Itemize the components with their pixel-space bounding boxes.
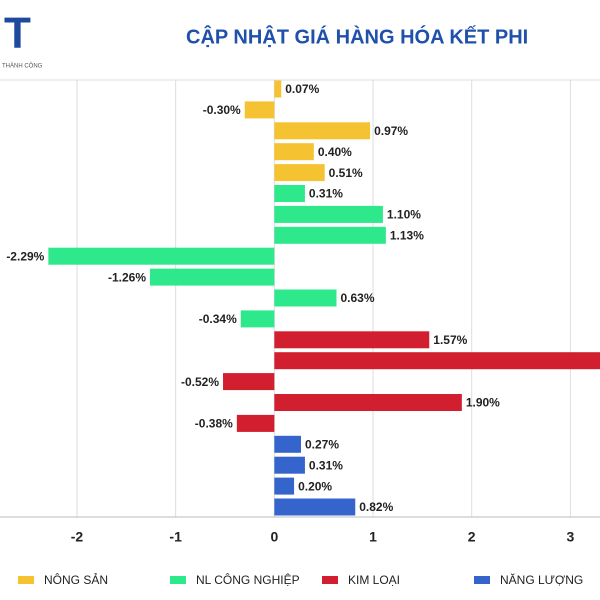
legend-label: NĂNG LƯỢNG: [500, 572, 583, 587]
value-label: 0.82%: [359, 500, 393, 514]
legend-swatch: [322, 576, 338, 584]
value-label: -0.34%: [199, 312, 237, 326]
legend-swatch: [18, 576, 34, 584]
value-label: 0.20%: [298, 479, 332, 493]
bar: [274, 185, 305, 202]
x-tick-label: 1: [369, 529, 377, 545]
x-tick-label: -1: [169, 529, 182, 545]
bar: [150, 268, 275, 286]
x-tick-label: 0: [270, 529, 278, 545]
bar: [274, 164, 325, 182]
value-label: 0.27%: [305, 437, 339, 451]
value-label: -0.38%: [195, 417, 233, 431]
bar: [274, 80, 282, 98]
bar: [48, 247, 275, 265]
bar: [274, 226, 386, 244]
value-label: 0.31%: [309, 458, 343, 472]
legend-swatch: [474, 576, 490, 584]
value-label: 0.07%: [285, 82, 319, 96]
bar: [274, 435, 301, 453]
value-label: -1.26%: [108, 270, 146, 284]
legend-label: KIM LOẠI: [348, 573, 400, 587]
bar: [274, 122, 371, 140]
bar: [244, 101, 275, 119]
legend-swatch: [170, 576, 186, 584]
value-label: -2.29%: [6, 249, 44, 263]
x-tick-label: 2: [468, 529, 476, 545]
value-label: -0.30%: [203, 103, 241, 117]
value-label: 0.31%: [309, 187, 343, 201]
value-label: 0.63%: [341, 291, 375, 305]
bar: [240, 310, 275, 328]
bar: [274, 205, 383, 223]
logo: T: [4, 9, 31, 58]
bar: [236, 414, 275, 432]
bar: [274, 143, 314, 161]
legend-label: NÔNG SẢN: [44, 572, 108, 587]
value-label: 1.13%: [390, 228, 424, 242]
bar: [274, 477, 295, 495]
bar: [274, 331, 430, 349]
value-label: 0.97%: [374, 124, 408, 138]
value-label: -0.52%: [181, 375, 219, 389]
bar: [274, 456, 305, 474]
value-label: 1.10%: [387, 208, 421, 222]
value-label: 1.90%: [466, 396, 500, 410]
bar: [274, 498, 356, 516]
bar: [274, 289, 337, 307]
legend-label: NL CÔNG NGHIỆP: [196, 572, 300, 587]
bar: [274, 352, 600, 370]
bar: [223, 373, 275, 391]
chart-title: CẬP NHẬT GIÁ HÀNG HÓA KẾT PHI: [186, 24, 528, 48]
logo-text: THÀNH CÔNG: [2, 63, 43, 70]
value-label: 0.40%: [318, 145, 352, 159]
x-tick-label: -2: [71, 529, 84, 545]
bar: [274, 394, 462, 411]
x-tick-label: 3: [566, 529, 574, 545]
value-label: 1.57%: [433, 333, 467, 347]
value-label: 0.51%: [329, 166, 363, 180]
